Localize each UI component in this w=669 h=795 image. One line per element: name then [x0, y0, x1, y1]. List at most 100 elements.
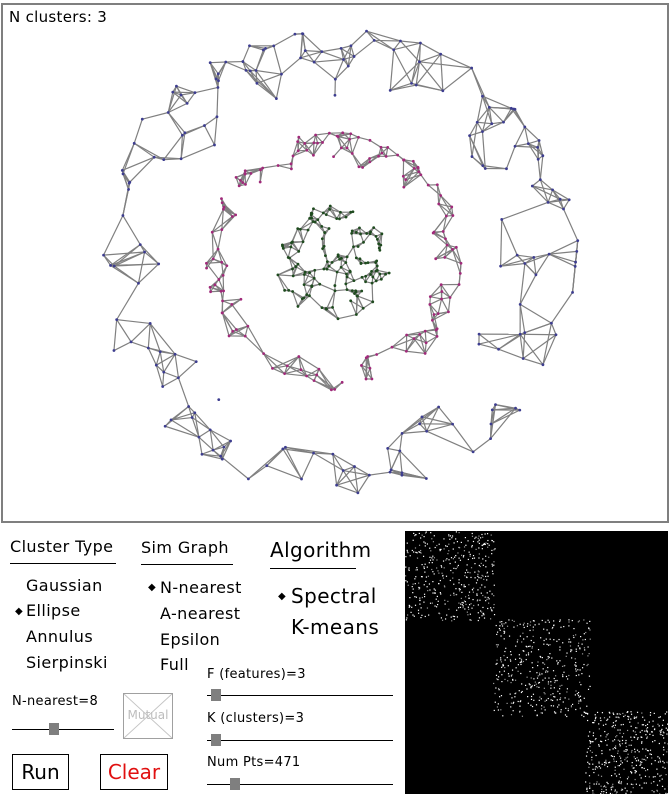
matrix-cell — [565, 707, 567, 709]
matrix-cell — [567, 708, 569, 710]
graph-edge — [490, 409, 521, 425]
nearest-slider-track[interactable] — [12, 729, 114, 730]
graph-edge — [209, 429, 231, 442]
matrix-cell — [490, 534, 492, 536]
matrix-cell — [614, 745, 617, 747]
matrix-cell — [547, 670, 549, 672]
matrix-cell — [503, 630, 505, 632]
sim-graph-full[interactable]: Full — [160, 655, 189, 674]
points-slider-thumb[interactable] — [230, 778, 240, 790]
cluster-type-annulus[interactable]: Annulus — [26, 627, 94, 646]
matrix-cell — [410, 611, 412, 613]
features-slider-track[interactable] — [207, 695, 393, 696]
graph-edge — [441, 296, 451, 300]
matrix-cell — [600, 775, 603, 777]
matrix-cell — [496, 659, 498, 661]
graph-node — [261, 48, 265, 52]
matrix-cell — [659, 780, 661, 782]
graph-node — [344, 261, 348, 264]
graph-node — [361, 166, 364, 169]
sim-graph-epsilon[interactable]: Epsilon — [160, 630, 221, 649]
matrix-cell — [528, 683, 530, 685]
graph-node — [443, 255, 447, 259]
matrix-cell — [631, 739, 633, 742]
matrix-cell — [589, 742, 592, 744]
graph-node — [574, 260, 577, 264]
graph-node — [370, 281, 374, 285]
matrix-cell — [544, 693, 546, 695]
matrix-cell — [619, 782, 621, 784]
matrix-cell — [646, 730, 648, 732]
nearest-slider-thumb[interactable] — [49, 723, 59, 735]
run-button[interactable]: Run — [12, 754, 69, 790]
graph-node — [457, 283, 461, 286]
graph-node — [244, 182, 247, 186]
graph-edge — [155, 365, 164, 387]
matrix-cell — [575, 674, 577, 677]
matrix-cell — [426, 543, 429, 545]
graph-edge — [539, 179, 553, 191]
cluster-type-gaussian[interactable]: Gaussian — [26, 576, 103, 595]
cluster-type-ellipse[interactable]: Ellipse — [26, 601, 81, 620]
graph-node — [146, 346, 150, 350]
graph-node — [216, 86, 220, 89]
graph-edge — [420, 174, 429, 186]
matrix-cell — [430, 532, 432, 534]
graph-node — [487, 105, 491, 109]
matrix-cell — [418, 551, 420, 553]
matrix-cell — [511, 674, 513, 676]
matrix-cell — [631, 765, 633, 767]
matrix-cell — [646, 769, 649, 771]
graph-edge — [341, 147, 353, 154]
clear-button[interactable]: Clear — [100, 754, 168, 790]
matrix-cell — [579, 648, 581, 650]
graph-edge — [441, 298, 449, 313]
features-slider-thumb[interactable] — [211, 689, 221, 701]
clusters-slider-track[interactable] — [207, 740, 393, 741]
graph-edge — [356, 295, 364, 309]
matrix-cell — [472, 591, 474, 593]
matrix-cell — [605, 761, 607, 763]
graph-edge — [350, 45, 355, 57]
sim-graph-a-nearest[interactable]: A-nearest — [160, 604, 241, 623]
matrix-cell — [496, 646, 498, 648]
matrix-cell — [495, 624, 497, 627]
algorithm-spectral[interactable]: Spectral — [291, 584, 377, 608]
graph-edge — [122, 215, 141, 245]
graph-edge — [312, 142, 324, 156]
mutual-button[interactable]: Mutual — [123, 693, 173, 739]
matrix-cell — [608, 762, 610, 764]
algorithm-k-means[interactable]: K-means — [291, 615, 380, 639]
sim-graph-selected-icon: ◆ — [148, 582, 156, 593]
graph-canvas[interactable]: N clusters: 3 — [1, 3, 669, 523]
matrix-cell — [602, 786, 605, 788]
sim-graph-n-nearest[interactable]: N-nearest — [160, 578, 242, 597]
graph-edge — [342, 132, 351, 140]
matrix-cell — [613, 739, 616, 741]
matrix-cell — [598, 783, 600, 785]
graph-node — [300, 297, 304, 301]
matrix-cell — [559, 698, 561, 701]
matrix-cell — [489, 618, 492, 620]
graph-edge — [527, 143, 544, 157]
graph-node — [437, 202, 441, 206]
graph-node — [437, 405, 441, 409]
matrix-cell — [423, 584, 425, 586]
matrix-cell — [507, 665, 509, 667]
matrix-cell — [661, 785, 664, 787]
cluster-type-sierpinski[interactable]: Sierpinski — [26, 653, 108, 672]
matrix-cell — [537, 661, 539, 663]
graph-edge — [213, 116, 218, 146]
clusters-slider-thumb[interactable] — [211, 734, 221, 746]
points-slider-track[interactable] — [207, 784, 393, 785]
graph-edge — [405, 168, 415, 181]
graph-node — [248, 69, 252, 73]
matrix-cell — [495, 644, 498, 646]
matrix-cell — [667, 723, 668, 725]
matrix-cell — [548, 677, 550, 679]
graph-edge — [399, 433, 403, 451]
matrix-cell — [609, 792, 612, 794]
matrix-cell — [537, 664, 539, 667]
graph-edge — [244, 335, 265, 355]
matrix-cell — [592, 792, 594, 794]
